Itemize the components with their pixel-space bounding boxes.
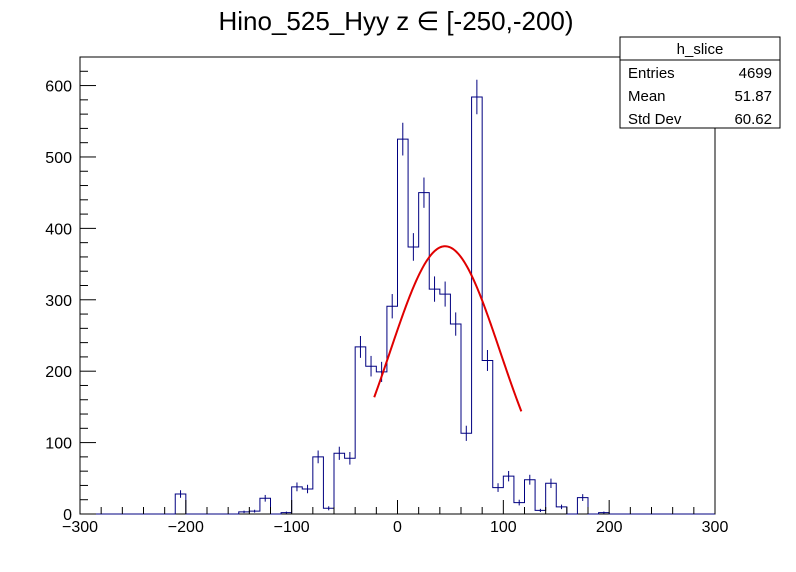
stats-box-title: h_slice [677, 41, 724, 58]
y-tick-label: 600 [45, 79, 72, 96]
y-axis: 0 100 200 300 400 500 600 [45, 56, 96, 524]
x-tick-label: −200 [168, 519, 204, 536]
y-tick-label: 500 [45, 150, 72, 167]
histogram-series [80, 96, 715, 515]
x-axis: −300 −200 −100 0 100 200 300 [62, 500, 728, 536]
stats-stddev-value: 60.62 [734, 111, 772, 128]
y-tick-label: 0 [63, 507, 72, 524]
stats-entries-value: 4699 [739, 65, 772, 82]
y-tick-label: 400 [45, 221, 72, 238]
histogram-outline [80, 96, 715, 515]
error-bars [180, 79, 605, 514]
x-tick-label: −300 [62, 519, 98, 536]
stats-stddev-label: Std Dev [628, 111, 682, 128]
y-tick-label: 300 [45, 293, 72, 310]
stats-box-frame [619, 36, 781, 129]
stats-mean-value: 51.87 [734, 88, 772, 105]
y-tick-label: 100 [45, 436, 72, 453]
x-tick-label: 100 [490, 519, 517, 536]
stats-box: h_slice Entries 4699 Mean 51.87 Std Dev … [619, 36, 781, 129]
fit-curve [373, 245, 523, 412]
stats-entries-label: Entries [628, 65, 675, 82]
x-tick-label: 0 [393, 519, 402, 536]
stats-mean-label: Mean [628, 88, 666, 105]
y-tick-label: 200 [45, 364, 72, 381]
chart-title: Hino_525_Hyy z ∈ [-250,-200) [218, 6, 573, 36]
x-tick-label: −100 [274, 519, 310, 536]
x-tick-label: 200 [596, 519, 623, 536]
x-tick-label: 300 [702, 519, 729, 536]
